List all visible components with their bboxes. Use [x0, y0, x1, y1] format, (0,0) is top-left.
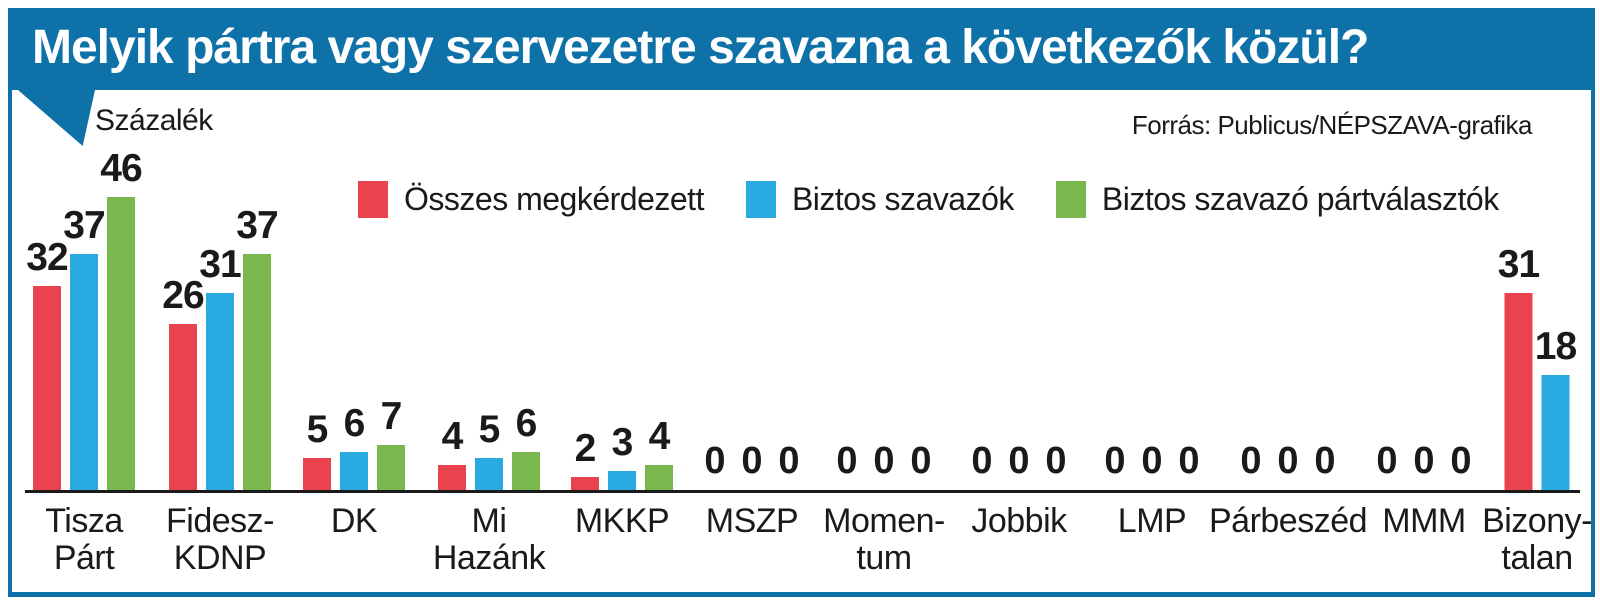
legend-label: Biztos szavazó pártválasztók [1101, 181, 1499, 217]
legend-swatch-icon [745, 181, 776, 218]
legend-item: Biztos szavazók [745, 181, 1014, 218]
title-bar: Melyik pártra vagy szervezetre szavazna … [8, 8, 1595, 90]
legend-item: Összes megkérdezett [358, 181, 704, 218]
legend-swatch-icon [1055, 181, 1086, 218]
source-credit: Forrás: Publicus/NÉPSZAVA-grafika [1131, 110, 1533, 140]
x-axis-line [25, 490, 1580, 493]
page-title: Melyik pártra vagy szervezetre szavazna … [32, 21, 1369, 74]
y-axis-label: Százalék [95, 104, 213, 137]
legend-swatch-icon [358, 181, 388, 218]
legend-label: Összes megkérdezett [404, 181, 704, 217]
legend-item: Biztos szavazó pártválasztók [1055, 181, 1499, 218]
legend: Összes megkérdezett Biztos szavazók Biztos… [358, 181, 1499, 218]
chart-frame [8, 90, 1595, 597]
legend-label: Biztos szavazók [791, 181, 1014, 217]
